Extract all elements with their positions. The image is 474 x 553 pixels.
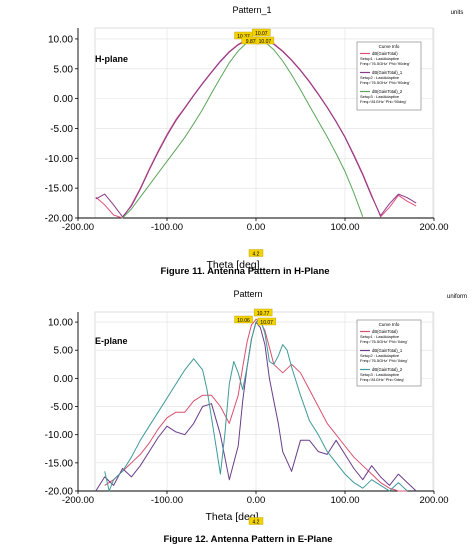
y-tick-label: 5.00 [54,346,74,357]
cursor-label: 4.2 [253,252,260,258]
e-plane-chart: Pattern uniform Theta [deg] Figure 12. A… [45,289,467,545]
x-axis-label: Theta [deg] [205,511,258,523]
x-tick-label: -100.00 [151,495,183,506]
x-tick-label: 0.00 [247,495,266,506]
legend-entry-name: dB(GainTotal)_2 [372,89,403,94]
legend-entry-name: dB(GainTotal)_1 [372,70,403,75]
y-tick-label: 0.00 [54,94,74,105]
h-plane-chart: Pattern_1 units Theta [deg] Figure 11. A… [45,5,464,277]
x-tick-label: -100.00 [151,222,183,233]
marker-label: 10.07 [255,31,268,37]
x-tick-label: -200.00 [62,222,94,233]
series-line-3 [104,318,408,492]
series-line-1 [104,318,408,492]
y-tick-label: -15.00 [45,184,74,195]
figure-caption: Figure 12. Antenna Pattern in E-Plane [163,534,332,545]
cursor-label-bg [248,249,264,257]
plane-label: E-plane [95,336,128,346]
y-tick-label: -20.00 [45,487,74,498]
y-tick-label: 10.00 [48,34,73,45]
units-label: units [451,10,464,16]
y-tick-label: 10.00 [48,318,73,329]
x-tick-label: -200.00 [62,495,94,506]
marker-label: 10.37 [237,34,250,40]
legend-entry-detail: Freq='76.5GHz' Phi='0deg' [360,358,408,363]
y-tick-label: -15.00 [45,458,74,469]
marker-label-bg [257,317,276,326]
legend-entry-detail: Freq='76.5GHz' Phi='90deg' [360,61,410,66]
y-tick-label: -10.00 [45,154,74,165]
legend-entry-detail: Freq='76.5GHz' Phi='90deg' [360,80,410,85]
legend-entry-name: dB(GainTotal) [372,329,398,334]
marker-label: 10.77 [257,311,270,317]
legend-entry-name: dB(GainTotal)_2 [372,367,403,372]
x-tick-label: 100.00 [330,495,359,506]
legend-entry-detail: Setup3 : LastAdaptive [360,94,400,99]
marker-label: 10.07 [259,39,272,45]
marker-label-bg [253,308,273,317]
x-tick-label: 200.00 [419,222,448,233]
marker-label-bg [255,36,275,45]
series-line-3 [122,38,364,219]
legend-entry-detail: Freq='81GHz' Phi='0deg' [360,377,404,382]
marker-label-bg [252,28,271,37]
figure-caption: Figure 11. Antenna Pattern in H-Plane [160,266,329,277]
cursor-label-bg [248,517,264,525]
cursor-label: 4.2 [253,520,260,526]
y-tick-label: -5.00 [50,124,73,135]
chart-title: Pattern_1 [232,5,271,15]
units-label: uniform [447,294,467,300]
x-axis-label: Theta [deg] [206,259,259,271]
legend-entry-detail: Setup2 : LastAdaptive [360,75,400,80]
legend-entry-detail: Freq='81GHz' Phi='90deg' [360,99,407,104]
legend-entry-name: dB(GainTotal)_1 [372,348,403,353]
y-tick-label: -10.00 [45,430,74,441]
legend-entry-detail: Setup3 : LastAdaptive [360,372,400,377]
legend-title: Curve Info [379,322,400,327]
legend-entry-detail: Setup2 : LastAdaptive [360,353,400,358]
marker-label: 10.06 [237,318,250,324]
legend-entry-detail: Setup1 : LastAdaptive [360,56,400,61]
legend-title: Curve Info [379,44,400,49]
x-tick-label: 200.00 [419,495,448,506]
y-tick-label: 0.00 [54,374,74,385]
legend-entry-name: dB(GainTotal) [372,51,398,56]
x-tick-label: 0.00 [247,222,266,233]
x-tick-label: 100.00 [330,222,359,233]
y-tick-label: -20.00 [45,214,74,225]
marker-label: 9.87 [246,39,256,45]
y-tick-label: -5.00 [50,402,73,413]
legend-entry-detail: Setup1 : LastAdaptive [360,334,400,339]
y-tick-label: 5.00 [54,64,74,75]
marker-label: 10.07 [260,320,273,326]
plane-label: H-plane [95,54,128,64]
marker-label-bg [234,315,253,324]
chart-title: Pattern [233,289,262,299]
legend-entry-detail: Freq='76.5GHz' Phi='0deg' [360,339,408,344]
